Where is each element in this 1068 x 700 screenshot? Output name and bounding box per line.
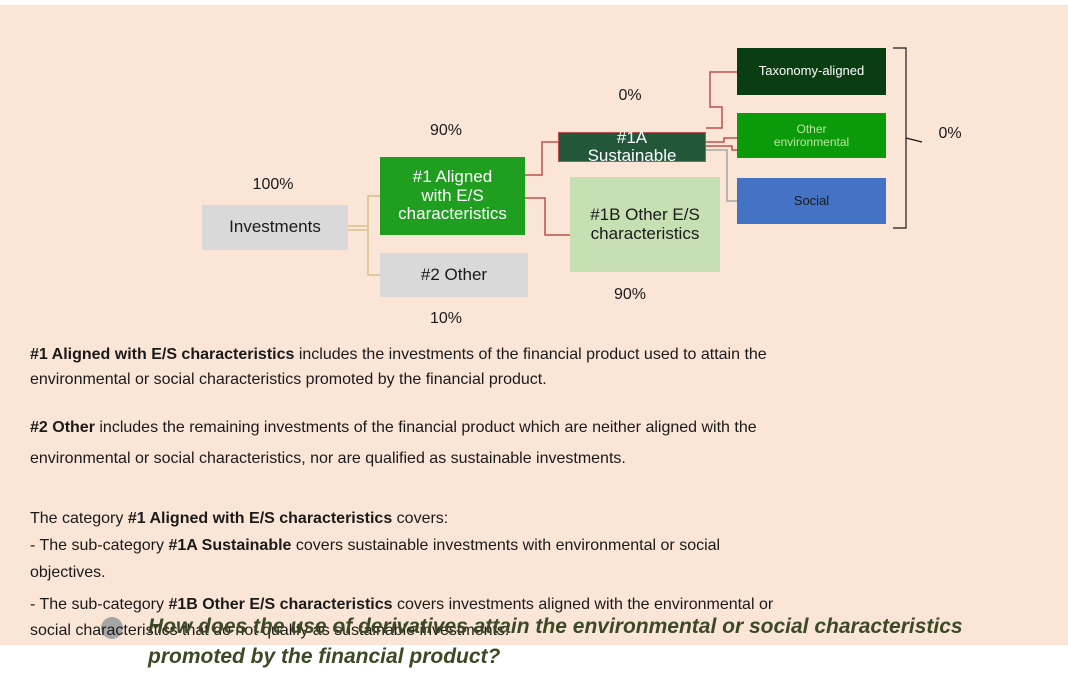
text-line: objectives. (30, 563, 106, 583)
node-box: #1A Sustainable (558, 127, 706, 165)
text: covers: (392, 510, 449, 527)
heading-line: promoted by the financial product? (148, 645, 501, 668)
node-box: Other environmental (737, 113, 886, 158)
bold-text: #1A Sustainable (168, 537, 292, 554)
heading-line: How does the use of derivatives attain t… (148, 615, 963, 638)
text: social characteristics that do not quali… (30, 622, 510, 639)
node-percent: 10% (429, 310, 463, 327)
node-label: #1 Aligned (412, 167, 493, 187)
text: environmental or social characteristics,… (30, 450, 626, 467)
text: objectives. (30, 564, 106, 581)
node-box: Social (737, 178, 886, 224)
node-label: #1B Other E/S (590, 205, 700, 225)
node-label: characteristics (398, 204, 507, 224)
text: covers sustainable investments with envi… (291, 537, 721, 554)
node-label: Other (796, 121, 827, 136)
bold-text: #1 Aligned with E/S characteristics (127, 510, 393, 527)
text-line: - The sub-category #1A Sustainable cover… (30, 536, 720, 556)
node-label: #1A (616, 127, 648, 147)
node-label: Investments (229, 217, 321, 237)
bracket-percent: 0% (938, 125, 962, 142)
text: environmental or social characteristics … (30, 371, 547, 388)
node-percent: 0% (618, 87, 642, 104)
node-label: with E/S (421, 185, 484, 205)
text: - The sub-category (30, 596, 169, 613)
node-box: Investments (202, 205, 348, 250)
node-box: #1B Other E/S characteristics (570, 177, 720, 272)
text-line: environmental or social characteristics … (30, 370, 547, 390)
text: - The sub-category (30, 537, 169, 554)
node-percent: 100% (252, 176, 294, 193)
node-label: environmental (773, 134, 850, 149)
node-box: #2 Other (380, 253, 528, 297)
node-percent: 90% (613, 286, 647, 303)
node-label: Sustainable (587, 146, 677, 165)
text-line: environmental or social characteristics,… (30, 449, 626, 469)
text: includes the investments of the financia… (294, 346, 767, 363)
text-line: social characteristics that do not quali… (30, 621, 509, 641)
node-box: Taxonomy-aligned (737, 48, 886, 95)
node-label: characteristics (590, 223, 700, 243)
text: covers investments aligned with the envi… (392, 596, 774, 613)
text-line: The category #1 Aligned with E/S charact… (30, 509, 448, 529)
text-line: #1 Aligned with E/S characteristics incl… (30, 345, 767, 365)
text: includes the remaining investments of th… (94, 419, 757, 436)
bold-text: #1 Aligned with E/S characteristics (30, 346, 295, 363)
background (0, 5, 1068, 645)
node-percent: 90% (429, 122, 463, 139)
bullet-icon (101, 617, 123, 639)
bold-text: #1B Other E/S characteristics (168, 596, 393, 613)
node-label: #2 Other (420, 264, 488, 284)
text: The category (30, 510, 128, 527)
text-line: - The sub-category #1B Other E/S charact… (30, 595, 773, 615)
text-line: #2 Other includes the remaining investme… (30, 418, 757, 438)
bold-text: #2 Other (30, 419, 95, 436)
node-label: Taxonomy-aligned (758, 63, 865, 79)
node-label: Social (793, 192, 830, 208)
node-box: #1 Aligned with E/S characteristics (380, 157, 525, 235)
